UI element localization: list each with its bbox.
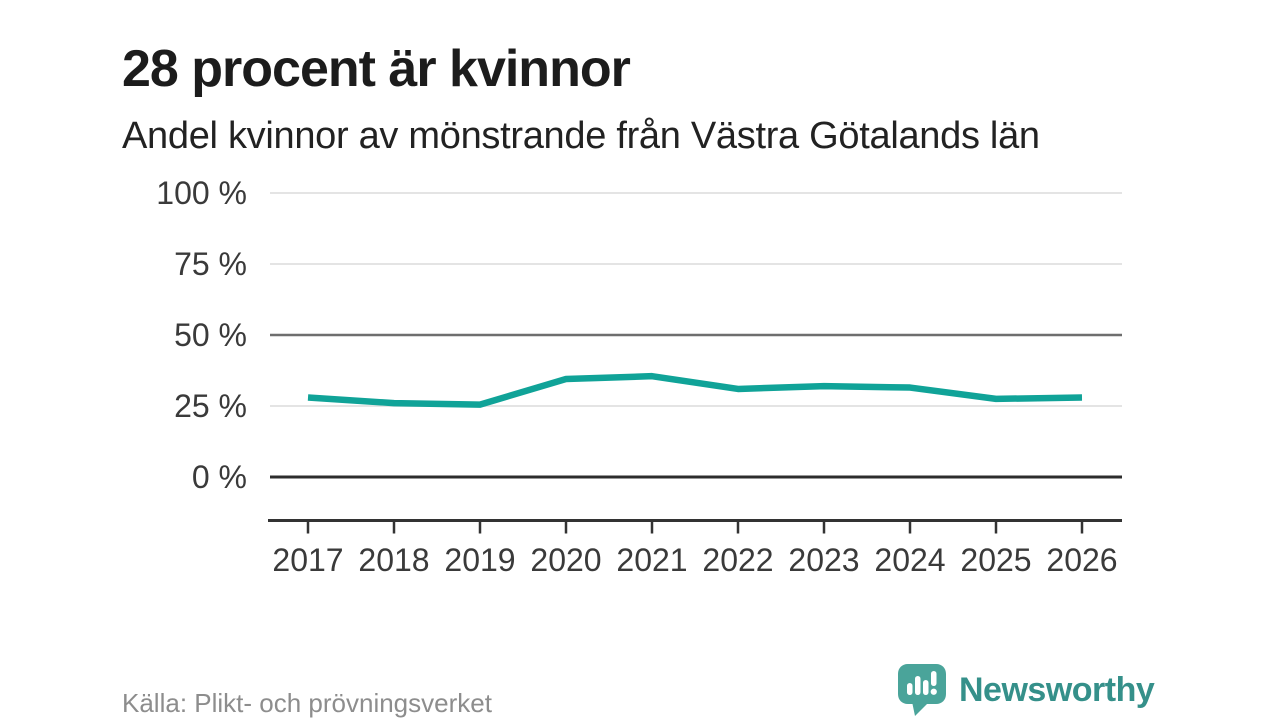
x-tick-label: 2019 (444, 542, 515, 578)
chart-title: 28 procent är kvinnor (122, 39, 631, 98)
newsworthy-bubble-chart-icon (898, 664, 946, 716)
x-tick-label: 2023 (788, 542, 859, 578)
y-tick-label: 50 % (174, 317, 247, 353)
x-tick-label: 2021 (616, 542, 687, 578)
y-tick-label: 25 % (174, 388, 247, 424)
newsworthy-wordmark: Newsworthy (959, 671, 1155, 709)
data-line-andel-kvinnor (307, 372, 1083, 408)
x-tick-label: 2018 (358, 542, 429, 578)
newsworthy-logo: Newsworthy (897, 663, 1155, 718)
x-tick-label: 2020 (530, 542, 601, 578)
y-tick-label: 100 % (156, 175, 247, 211)
source-note: Källa: Plikt- och prövningsverket (122, 688, 492, 718)
y-tick-label: 0 % (192, 459, 247, 495)
x-tick-label: 2026 (1046, 542, 1117, 578)
chart-subtitle: Andel kvinnor av mönstrande från Västra … (122, 115, 1040, 157)
speech-bubble-shape (898, 664, 946, 716)
x-tick-label: 2022 (702, 542, 773, 578)
y-tick-label: 75 % (174, 246, 247, 282)
x-tick-label: 2017 (272, 542, 343, 578)
bar-chart-glyph (907, 671, 937, 695)
x-tick-label: 2024 (874, 542, 945, 578)
x-tick-label: 2025 (960, 542, 1031, 578)
